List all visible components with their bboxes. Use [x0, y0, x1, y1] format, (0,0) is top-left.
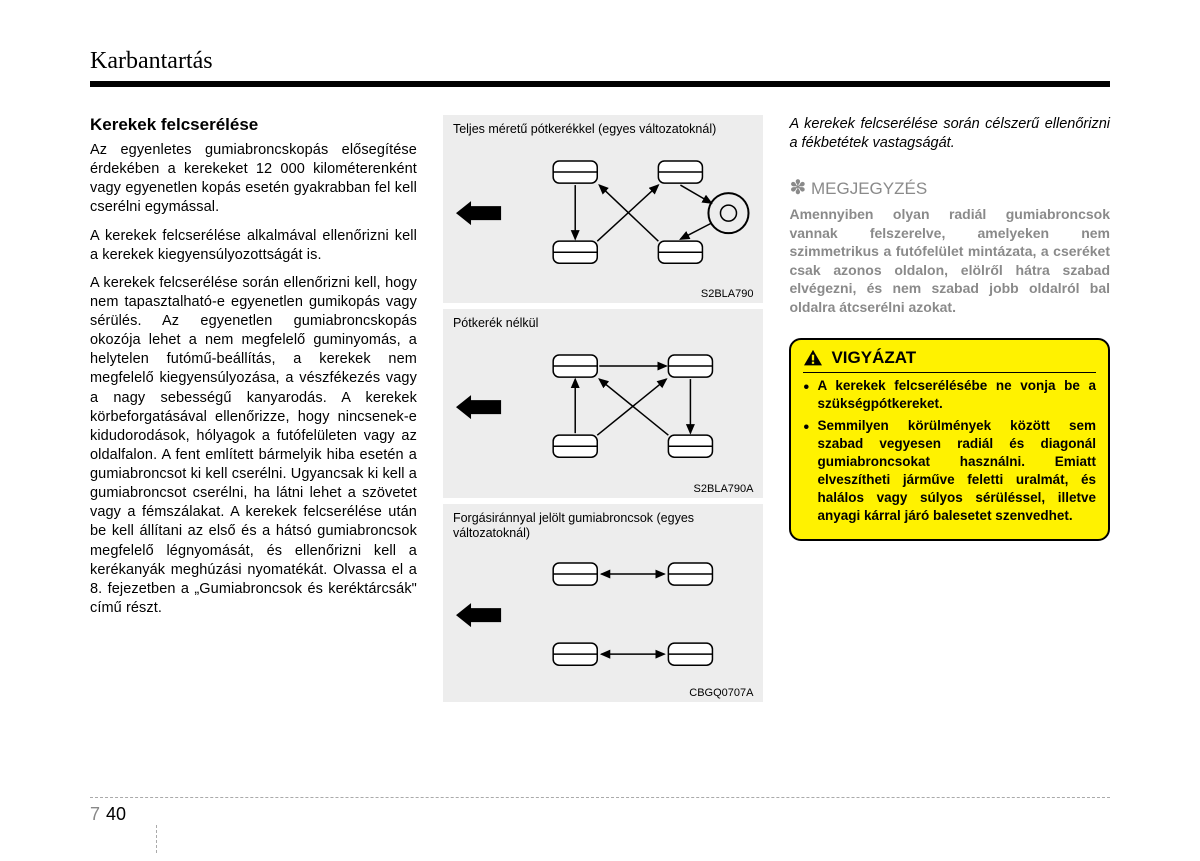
title-rule [90, 81, 1110, 87]
note-body: Amennyiben olyan radiál gumiabroncsok va… [789, 205, 1110, 316]
warning-title: VIGYÁZAT [831, 348, 916, 368]
note-heading-text: MEGJEGYZÉS [811, 179, 927, 198]
diagram-label: Pótkerék nélkül [453, 316, 754, 331]
warning-title-row: VIGYÁZAT [803, 348, 1096, 373]
page-footer: 7 40 [0, 797, 1200, 825]
diagram-directional: Forgásiránnyal jelölt gumiabroncsok (egy… [443, 504, 764, 702]
footer-tick [156, 825, 157, 853]
body-paragraph: Az egyenletes gumiabroncskopás elősegíté… [90, 141, 417, 218]
section-heading: Kerekek felcserélése [90, 115, 417, 135]
body-paragraph: A kerekek felcserélése során ellenőrizni… [90, 274, 417, 618]
italic-note: A kerekek felcserélése során célszerű el… [789, 115, 1110, 153]
middle-column: Teljes méretű pótkerékkel (egyes változa… [443, 115, 764, 708]
diagram-code: CBGQ0707A [453, 687, 754, 699]
chapter-title: Karbantartás [90, 48, 1110, 75]
warning-triangle-icon [803, 349, 823, 367]
page-number: 7 40 [90, 804, 1110, 825]
warning-item: A kerekek felcserélésébe ne vonja be a s… [803, 377, 1096, 413]
left-column: Kerekek felcserélése Az egyenletes gumia… [90, 115, 417, 708]
diagram-full-spare: Teljes méretű pótkerékkel (egyes változa… [443, 115, 764, 303]
diagram-no-spare: Pótkerék nélkül S2BLA790A [443, 309, 764, 497]
diagram-code: S2BLA790A [453, 483, 754, 495]
content-columns: Kerekek felcserélése Az egyenletes gumia… [90, 115, 1110, 708]
tire-rotation-diagram-icon [453, 141, 754, 286]
tire-rotation-diagram-icon [453, 545, 754, 685]
chapter-number: 7 [90, 804, 100, 824]
body-paragraph: A kerekek felcserélése alkalmával ellenő… [90, 227, 417, 265]
asterisk-icon: ✽ [789, 177, 806, 199]
note-heading: ✽ MEGJEGYZÉS [789, 175, 1110, 200]
right-column: A kerekek felcserélése során célszerű el… [789, 115, 1110, 708]
warning-list: A kerekek felcserélésébe ne vonja be a s… [803, 377, 1096, 525]
page-num: 40 [106, 804, 126, 824]
diagram-code: S2BLA790 [453, 288, 754, 300]
tire-rotation-diagram-icon [453, 335, 754, 480]
diagram-label: Forgásiránnyal jelölt gumiabroncsok (egy… [453, 511, 754, 541]
diagram-label: Teljes méretű pótkerékkel (egyes változa… [453, 122, 754, 137]
footer-rule [90, 797, 1110, 798]
warning-box: VIGYÁZAT A kerekek felcserélésébe ne von… [789, 338, 1110, 541]
warning-item: Semmilyen körülmények között sem szabad … [803, 417, 1096, 525]
